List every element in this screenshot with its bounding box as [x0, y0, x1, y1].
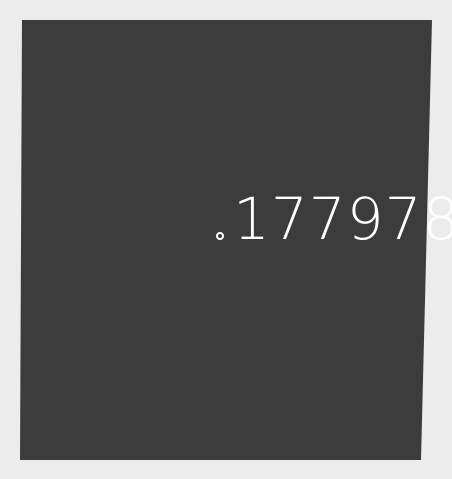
decimal-point-icon [216, 232, 224, 240]
display-value: 177978 [233, 185, 452, 253]
